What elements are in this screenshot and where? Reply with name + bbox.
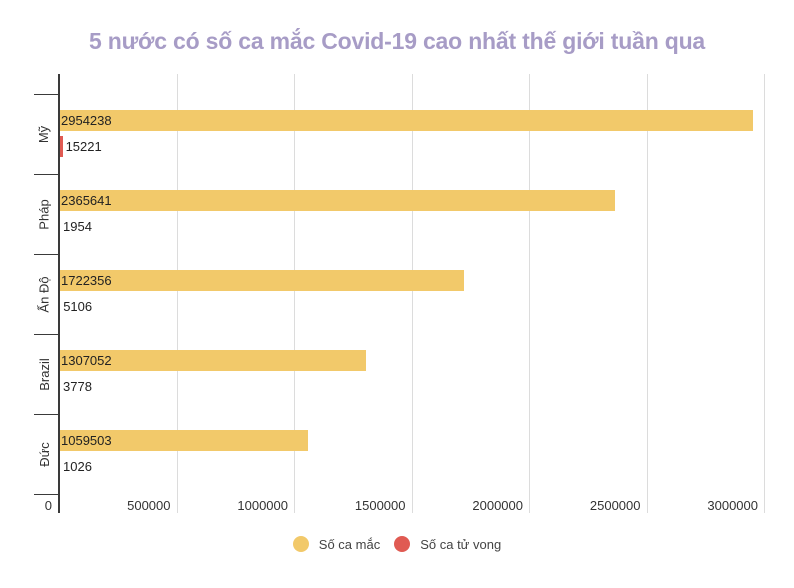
y-axis-line xyxy=(58,74,60,513)
data-label: 2954238 xyxy=(61,113,112,128)
x-tick-label: 1000000 xyxy=(237,498,288,513)
gridline xyxy=(646,74,648,513)
category-label-text: Pháp xyxy=(36,198,52,230)
legend: Số ca mắc Số ca tử vong xyxy=(0,536,794,552)
plot-area: 2954238 15221 2365641 1954 1722356 5106 130705… xyxy=(59,74,769,513)
gridline xyxy=(294,74,295,513)
gridline xyxy=(764,74,765,513)
x-tick-label: 2500000 xyxy=(589,498,641,513)
category-label: Pháp xyxy=(34,174,54,254)
legend-label: Số ca tử vong xyxy=(420,536,502,552)
x-tick-label: 2000000 xyxy=(472,498,523,513)
category-label: Mỹ xyxy=(34,94,54,174)
data-label: 1059503 xyxy=(61,433,112,448)
x-tick-label: 1500000 xyxy=(354,498,406,513)
bar-cases[interactable] xyxy=(59,190,615,211)
data-label: 3778 xyxy=(63,379,92,394)
gridline xyxy=(529,74,530,513)
bar-cases[interactable] xyxy=(59,110,754,131)
data-label: 5106 xyxy=(63,299,93,314)
y-tick xyxy=(34,174,59,175)
data-label: 1954 xyxy=(63,219,92,234)
legend-label: Số ca mắc xyxy=(318,536,381,552)
category-label-text: Đức xyxy=(36,441,52,467)
y-tick xyxy=(34,94,59,95)
y-tick xyxy=(34,334,59,335)
gridline xyxy=(176,74,178,513)
category-label-text: Brazil xyxy=(36,357,52,391)
data-label: 1026 xyxy=(63,459,92,474)
category-label-text: Mỹ xyxy=(36,125,52,143)
category-label: Đức xyxy=(34,414,54,494)
y-tick xyxy=(34,494,59,495)
bar-cases[interactable] xyxy=(59,270,464,291)
x-tick-label: 500000 xyxy=(127,498,171,513)
x-tick-label: 3000000 xyxy=(707,498,758,513)
legend-dot-cases-icon xyxy=(292,536,309,552)
bar-deaths[interactable] xyxy=(59,136,63,157)
bar-cases[interactable] xyxy=(59,350,367,371)
x-tick-label: 0 xyxy=(44,498,52,513)
legend-item-deaths[interactable]: Số ca tử vong xyxy=(394,536,501,552)
legend-item-cases[interactable]: Số ca mắc xyxy=(292,536,381,552)
data-label: 1307052 xyxy=(61,353,112,368)
bar-cases[interactable] xyxy=(59,430,308,451)
chart-title: 5 nước có số ca mắc Covid-19 cao nhất th… xyxy=(88,28,706,54)
data-label: 15221 xyxy=(65,139,102,154)
category-label: Ấn Độ xyxy=(34,254,54,334)
gridline xyxy=(411,74,413,513)
data-label: 1722356 xyxy=(61,273,112,288)
data-label: 2365641 xyxy=(61,193,112,208)
category-label-text: Ấn Độ xyxy=(36,275,52,313)
y-tick xyxy=(34,254,59,255)
y-tick xyxy=(34,414,59,415)
category-label: Brazil xyxy=(34,334,54,414)
legend-dot-deaths-icon xyxy=(394,536,411,552)
